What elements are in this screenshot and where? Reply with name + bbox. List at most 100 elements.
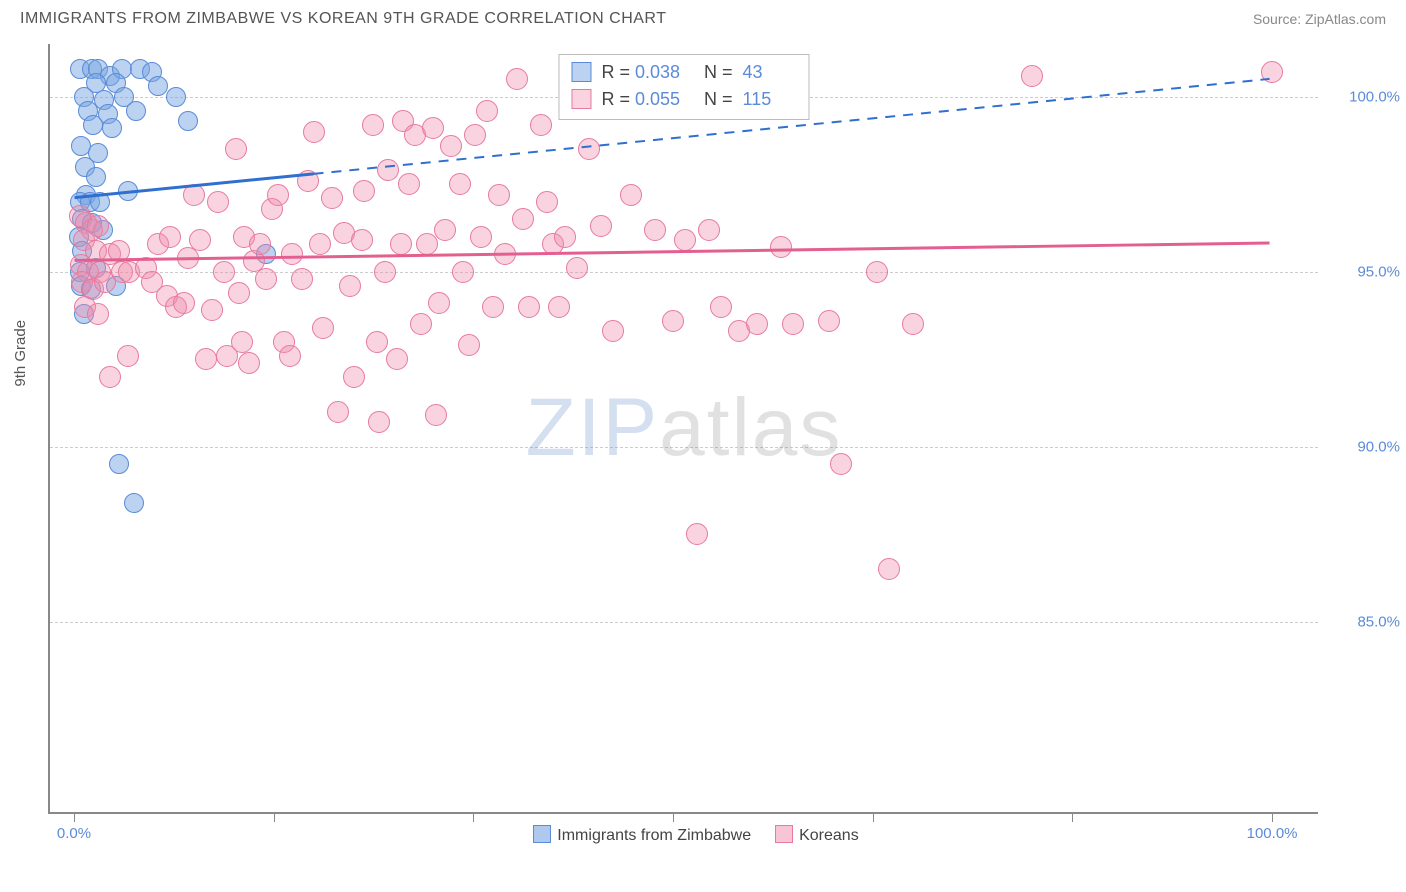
data-point-pink xyxy=(548,296,570,318)
x-tick xyxy=(74,812,75,822)
data-point-pink xyxy=(494,243,516,265)
bottom-legend: Immigrants from ZimbabweKoreans xyxy=(50,825,1318,845)
data-point-pink xyxy=(291,268,313,290)
data-point-pink xyxy=(698,219,720,241)
data-point-pink xyxy=(281,243,303,265)
data-point-pink xyxy=(746,313,768,335)
data-point-pink xyxy=(343,366,365,388)
data-point-pink xyxy=(386,348,408,370)
data-point-pink xyxy=(213,261,235,283)
data-point-pink xyxy=(189,229,211,251)
r-value-blue: 0.038 xyxy=(635,59,689,86)
data-point-blue xyxy=(124,493,144,513)
data-point-pink xyxy=(506,68,528,90)
legend-swatch xyxy=(533,825,551,843)
data-point-pink xyxy=(87,303,109,325)
data-point-pink xyxy=(303,121,325,143)
stat-row-blue: R = 0.038 N = 43 xyxy=(571,59,796,86)
gridline xyxy=(50,447,1318,448)
data-point-pink xyxy=(674,229,696,251)
data-point-pink xyxy=(255,268,277,290)
data-point-pink xyxy=(309,233,331,255)
y-axis-label: 9th Grade xyxy=(12,320,29,387)
legend-swatch xyxy=(775,825,793,843)
data-point-pink xyxy=(530,114,552,136)
data-point-pink xyxy=(279,345,301,367)
n-value-pink: 115 xyxy=(743,86,797,113)
data-point-pink xyxy=(590,215,612,237)
data-point-pink xyxy=(238,352,260,374)
data-point-pink xyxy=(267,184,289,206)
data-point-blue xyxy=(148,76,168,96)
data-point-pink xyxy=(297,170,319,192)
data-point-pink xyxy=(770,236,792,258)
data-point-pink xyxy=(366,331,388,353)
data-point-pink xyxy=(207,191,229,213)
data-point-pink xyxy=(321,187,343,209)
data-point-pink xyxy=(390,233,412,255)
data-point-pink xyxy=(362,114,384,136)
data-point-pink xyxy=(620,184,642,206)
data-point-pink xyxy=(470,226,492,248)
data-point-pink xyxy=(312,317,334,339)
chart-title: IMMIGRANTS FROM ZIMBABWE VS KOREAN 9TH G… xyxy=(20,10,666,28)
y-tick-label: 85.0% xyxy=(1330,613,1400,630)
plot-area: 100.0%95.0%90.0%85.0%0.0%100.0% ZIPatlas… xyxy=(48,44,1318,814)
y-tick-label: 90.0% xyxy=(1330,438,1400,455)
y-tick-label: 100.0% xyxy=(1330,88,1400,105)
data-point-pink xyxy=(644,219,666,241)
data-point-pink xyxy=(512,208,534,230)
data-point-pink xyxy=(518,296,540,318)
data-point-blue xyxy=(126,101,146,121)
x-tick xyxy=(873,812,874,822)
stats-legend: R = 0.038 N = 43R = 0.055 N = 115 xyxy=(558,54,809,120)
data-point-blue xyxy=(118,181,138,201)
data-point-blue xyxy=(109,454,129,474)
gridline xyxy=(50,622,1318,623)
data-point-pink xyxy=(183,184,205,206)
data-point-pink xyxy=(464,124,486,146)
data-point-pink xyxy=(425,404,447,426)
data-point-pink xyxy=(117,345,139,367)
data-point-pink xyxy=(108,240,130,262)
data-point-pink xyxy=(228,282,250,304)
data-point-pink xyxy=(686,523,708,545)
data-point-pink xyxy=(398,173,420,195)
data-point-blue xyxy=(166,87,186,107)
data-point-blue xyxy=(90,192,110,212)
data-point-pink xyxy=(368,411,390,433)
data-point-pink xyxy=(782,313,804,335)
legend-label: Koreans xyxy=(799,827,859,844)
data-point-pink xyxy=(416,233,438,255)
data-point-pink xyxy=(830,453,852,475)
data-point-pink xyxy=(452,261,474,283)
data-point-pink xyxy=(602,320,624,342)
data-point-pink xyxy=(818,310,840,332)
data-point-pink xyxy=(566,257,588,279)
r-value-pink: 0.055 xyxy=(635,86,689,113)
data-point-pink xyxy=(410,313,432,335)
data-point-blue xyxy=(178,111,198,131)
data-point-pink xyxy=(710,296,732,318)
data-point-pink xyxy=(440,135,462,157)
data-point-pink xyxy=(327,401,349,423)
data-point-pink xyxy=(482,296,504,318)
chart-source: Source: ZipAtlas.com xyxy=(1253,11,1386,27)
data-point-pink xyxy=(374,261,396,283)
data-point-pink xyxy=(201,299,223,321)
data-point-pink xyxy=(377,159,399,181)
swatch-pink xyxy=(571,89,591,109)
data-point-pink xyxy=(458,334,480,356)
data-point-pink xyxy=(353,180,375,202)
data-point-pink xyxy=(902,313,924,335)
data-point-pink xyxy=(173,292,195,314)
x-tick xyxy=(274,812,275,822)
data-point-pink xyxy=(449,173,471,195)
data-point-pink xyxy=(159,226,181,248)
x-tick xyxy=(673,812,674,822)
data-point-pink xyxy=(434,219,456,241)
data-point-pink xyxy=(422,117,444,139)
n-value-blue: 43 xyxy=(743,59,797,86)
data-point-pink xyxy=(428,292,450,314)
data-point-pink xyxy=(339,275,361,297)
